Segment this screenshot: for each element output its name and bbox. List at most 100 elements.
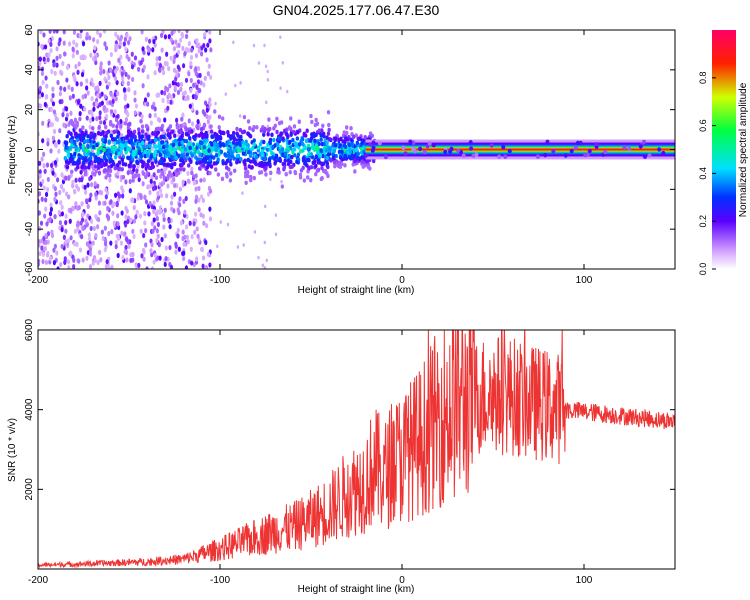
heatmap-cell — [507, 148, 512, 154]
heatmap-cell — [98, 114, 102, 121]
heatmap-cell — [103, 76, 107, 82]
heatmap-cell — [216, 157, 220, 162]
colorbar-tick-label: 0.0 — [698, 263, 708, 276]
heatmap-cell — [178, 196, 182, 202]
heatmap-cell — [218, 136, 223, 141]
heatmap-cell — [194, 133, 198, 138]
heatmap-cell — [315, 168, 320, 173]
heatmap-cell — [124, 214, 128, 220]
heatmap-cell — [162, 216, 166, 223]
heatmap-cell — [161, 65, 165, 71]
heatmap-cell — [141, 247, 146, 253]
heatmap-cell — [115, 233, 119, 239]
heatmap-cell — [471, 153, 476, 158]
heatmap-cell — [182, 198, 186, 205]
heatmap-cell — [207, 63, 211, 69]
heatmap-cell — [93, 132, 97, 138]
heatmap-cell — [164, 256, 168, 262]
heatmap-cell — [212, 155, 216, 160]
heatmap-cell — [254, 155, 259, 160]
heatmap-cell — [44, 75, 48, 81]
heatmap-cell — [187, 71, 191, 77]
heatmap-cell — [127, 243, 131, 249]
heatmap-cell — [153, 137, 158, 143]
heatmap-cell — [255, 125, 259, 130]
heatmap-cell — [178, 202, 182, 208]
heatmap-cell — [112, 201, 116, 207]
snr-xtick-label: -200 — [28, 575, 48, 586]
heatmap-cell — [94, 85, 98, 92]
heatmap-cell — [96, 151, 100, 156]
heatmap-cell — [274, 159, 278, 164]
heatmap-cell — [90, 96, 94, 102]
heatmap-cell — [190, 260, 194, 266]
heatmap-cell — [95, 116, 99, 122]
heatmap-cell — [141, 144, 145, 149]
heatmap-cell — [228, 148, 232, 153]
heatmap-cell — [159, 187, 163, 194]
heatmap-cell — [192, 221, 196, 227]
heatmap-cell — [93, 257, 97, 263]
heatmap-cell — [180, 133, 184, 139]
heatmap-cell — [203, 75, 207, 81]
heatmap-cell — [123, 93, 127, 99]
heatmap-cell — [140, 30, 144, 35]
heatmap-cell — [123, 249, 127, 255]
heatmap-cell — [106, 264, 110, 269]
heatmap-cell — [132, 218, 137, 224]
heatmap-cell — [195, 109, 199, 116]
heatmap-cell — [141, 83, 145, 89]
heatmap-cell — [75, 137, 80, 143]
heatmap-cell — [86, 203, 90, 210]
heatmap-cell — [184, 131, 189, 137]
heatmap-cell — [75, 81, 79, 87]
heatmap-cell — [489, 143, 494, 148]
heatmap-cell — [40, 70, 45, 77]
heatmap-cell — [202, 123, 207, 128]
heatmap-cell — [199, 51, 204, 57]
heatmap-cell — [372, 158, 376, 164]
heatmap-cell — [318, 153, 323, 158]
heatmap-cell — [107, 154, 111, 159]
heatmap-cell — [108, 100, 112, 106]
heatmap-cell — [81, 94, 85, 100]
heatmap-cell — [58, 189, 62, 196]
heatmap-cell — [183, 209, 187, 215]
heatmap-cell — [113, 146, 117, 151]
heatmap-cell — [71, 183, 75, 189]
heatmap-cell — [114, 244, 118, 250]
heatmap-cell — [110, 229, 114, 235]
heatmap-cell — [49, 148, 53, 154]
heatmap-cell — [41, 79, 45, 85]
heatmap-cell — [408, 139, 413, 144]
heatmap-cell — [64, 239, 68, 245]
heatmap-cell — [120, 230, 124, 236]
heatmap-cell — [171, 142, 176, 148]
heatmap-cell — [94, 101, 99, 107]
heatmap-cell — [202, 138, 207, 143]
heatmap-cell — [52, 62, 56, 68]
heatmap-cell — [170, 206, 174, 212]
heatmap-cell — [88, 155, 93, 161]
heatmap-cell — [73, 161, 78, 166]
heatmap-cell — [145, 266, 149, 269]
heatmap-cell — [175, 117, 179, 123]
heatmap-cell — [186, 178, 190, 184]
heatmap-cell — [78, 111, 82, 117]
heatmap-cell — [131, 174, 135, 180]
heatmap-cell — [193, 136, 197, 142]
heatmap-cell — [119, 148, 123, 153]
heatmap-cell — [145, 170, 149, 176]
heatmap-cell — [137, 66, 141, 72]
heatmap-cell — [187, 141, 191, 146]
heatmap-cell — [377, 141, 382, 146]
snr-series-line — [38, 330, 675, 569]
heatmap-cell — [587, 148, 592, 154]
heatmap-cell — [52, 128, 57, 134]
heatmap-cell — [126, 111, 130, 118]
heatmap-cell — [66, 259, 71, 265]
heatmap-cell — [168, 144, 172, 150]
heatmap-cell — [289, 116, 293, 121]
heatmap-cell — [116, 213, 120, 219]
heatmap-cell — [127, 163, 131, 169]
